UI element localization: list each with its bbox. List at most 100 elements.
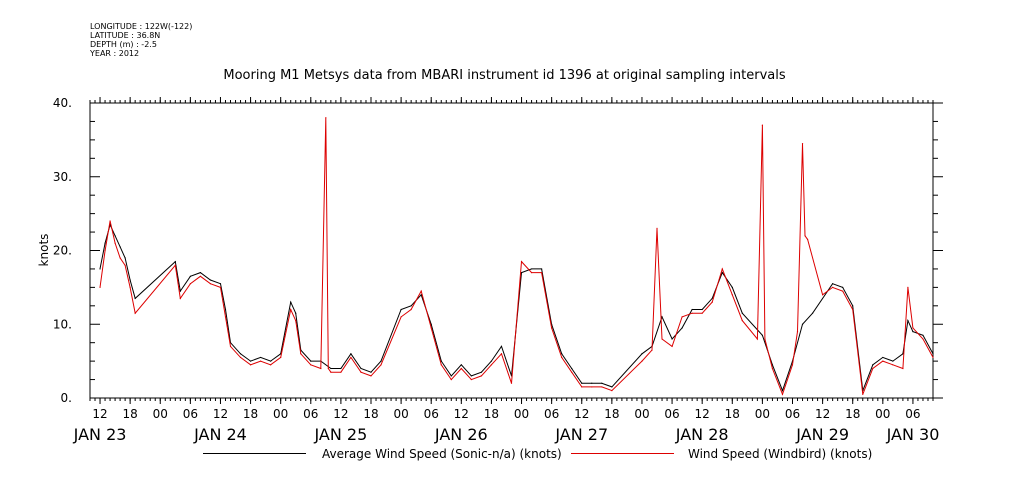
point-average-wind bbox=[561, 353, 563, 355]
point-average-wind bbox=[134, 297, 136, 300]
point-windbird bbox=[370, 375, 372, 377]
point-average-wind bbox=[832, 283, 834, 285]
point-windbird bbox=[320, 367, 322, 370]
point-windbird bbox=[932, 356, 934, 359]
point-windbird bbox=[656, 227, 658, 229]
point-windbird bbox=[500, 353, 503, 355]
x-day-label: JAN 27 bbox=[554, 425, 608, 444]
y-tick-label: 30. bbox=[53, 170, 72, 184]
point-windbird bbox=[400, 316, 402, 318]
x-hour-tick-label: 00 bbox=[875, 407, 890, 421]
point-windbird bbox=[591, 386, 593, 388]
point-windbird bbox=[199, 275, 201, 277]
point-average-wind bbox=[771, 364, 774, 366]
point-average-wind bbox=[260, 356, 262, 359]
point-average-wind bbox=[239, 353, 242, 355]
point-windbird bbox=[912, 327, 914, 329]
x-day-label: JAN 26 bbox=[434, 425, 488, 444]
point-windbird bbox=[822, 294, 824, 296]
point-average-wind bbox=[450, 375, 452, 377]
point-windbird bbox=[756, 338, 758, 340]
point-windbird bbox=[804, 235, 806, 237]
point-average-wind bbox=[872, 364, 874, 366]
point-average-wind bbox=[189, 275, 191, 277]
point-windbird bbox=[440, 364, 442, 366]
point-windbird bbox=[571, 371, 573, 373]
point-average-wind bbox=[129, 279, 131, 281]
point-average-wind bbox=[420, 294, 422, 296]
series-line-average-wind bbox=[99, 223, 934, 393]
point-windbird bbox=[541, 272, 543, 274]
point-average-wind bbox=[114, 235, 116, 237]
x-day-label: JAN 29 bbox=[795, 425, 849, 444]
x-day-label: JAN 23 bbox=[73, 425, 127, 444]
point-windbird bbox=[872, 367, 874, 370]
legend-swatch-windbird bbox=[571, 453, 674, 454]
x-hour-tick-label: 00 bbox=[514, 407, 529, 421]
point-average-wind bbox=[270, 360, 272, 362]
plot-frame bbox=[89, 102, 934, 399]
point-average-wind bbox=[410, 305, 412, 307]
point-average-wind bbox=[174, 260, 176, 263]
point-windbird bbox=[280, 356, 282, 359]
point-windbird bbox=[134, 312, 136, 314]
point-windbird bbox=[229, 345, 232, 347]
y-axis-label: knots bbox=[37, 234, 51, 267]
point-average-wind bbox=[340, 367, 342, 370]
point-average-wind bbox=[591, 382, 593, 384]
point-windbird bbox=[219, 286, 222, 288]
chart-title: Mooring M1 Metsys data from MBARI instru… bbox=[223, 68, 786, 83]
x-hour-tick-label: 18 bbox=[484, 407, 499, 421]
point-average-wind bbox=[440, 360, 442, 362]
point-average-wind bbox=[907, 319, 909, 322]
meta-depth: DEPTH (m) : -2.5 bbox=[90, 40, 157, 49]
x-hour-tick-label: 18 bbox=[604, 407, 619, 421]
point-windbird bbox=[124, 264, 126, 266]
point-windbird bbox=[310, 364, 312, 366]
x-day-label: JAN 24 bbox=[193, 425, 247, 444]
y-tick-label: 20. bbox=[53, 244, 72, 258]
point-windbird bbox=[330, 371, 332, 373]
point-windbird bbox=[641, 360, 643, 362]
point-average-wind bbox=[701, 308, 703, 311]
point-average-wind bbox=[641, 353, 643, 355]
meta-longitude: LONGITUDE : 122W(-122) bbox=[90, 22, 193, 31]
point-windbird bbox=[902, 367, 904, 370]
point-windbird bbox=[691, 312, 693, 314]
point-windbird bbox=[701, 312, 703, 314]
point-windbird bbox=[350, 356, 352, 359]
point-windbird bbox=[109, 220, 111, 222]
point-average-wind bbox=[811, 312, 814, 314]
point-average-wind bbox=[209, 279, 212, 281]
point-average-wind bbox=[330, 367, 332, 370]
point-average-wind bbox=[691, 308, 693, 311]
x-hour-tick-label: 18 bbox=[725, 407, 740, 421]
point-average-wind bbox=[370, 371, 372, 373]
point-windbird bbox=[771, 367, 774, 370]
point-windbird bbox=[741, 319, 743, 322]
point-windbird bbox=[551, 327, 553, 329]
point-windbird bbox=[520, 260, 523, 263]
point-windbird bbox=[119, 257, 121, 259]
meta-year: YEAR : 2012 bbox=[90, 49, 140, 58]
x-day-label: JAN 28 bbox=[675, 425, 729, 444]
point-windbird bbox=[832, 286, 834, 288]
x-hour-tick-label: 00 bbox=[273, 407, 288, 421]
point-average-wind bbox=[842, 286, 844, 288]
y-tick-label: 10. bbox=[53, 317, 72, 331]
point-average-wind bbox=[104, 242, 106, 244]
point-windbird bbox=[99, 286, 101, 288]
point-windbird bbox=[801, 142, 804, 145]
point-windbird bbox=[892, 364, 894, 366]
point-average-wind bbox=[741, 312, 743, 314]
point-average-wind bbox=[902, 353, 904, 355]
point-windbird bbox=[327, 367, 329, 370]
x-hour-tick-label: 06 bbox=[785, 407, 800, 421]
x-hour-tick-label: 18 bbox=[123, 407, 138, 421]
legend-label-windbird: Wind Speed (Windbird) (knots) bbox=[688, 447, 873, 461]
point-average-wind bbox=[541, 268, 543, 270]
point-windbird bbox=[450, 378, 452, 381]
point-windbird bbox=[104, 249, 106, 252]
point-windbird bbox=[611, 390, 613, 392]
point-windbird bbox=[764, 338, 766, 340]
